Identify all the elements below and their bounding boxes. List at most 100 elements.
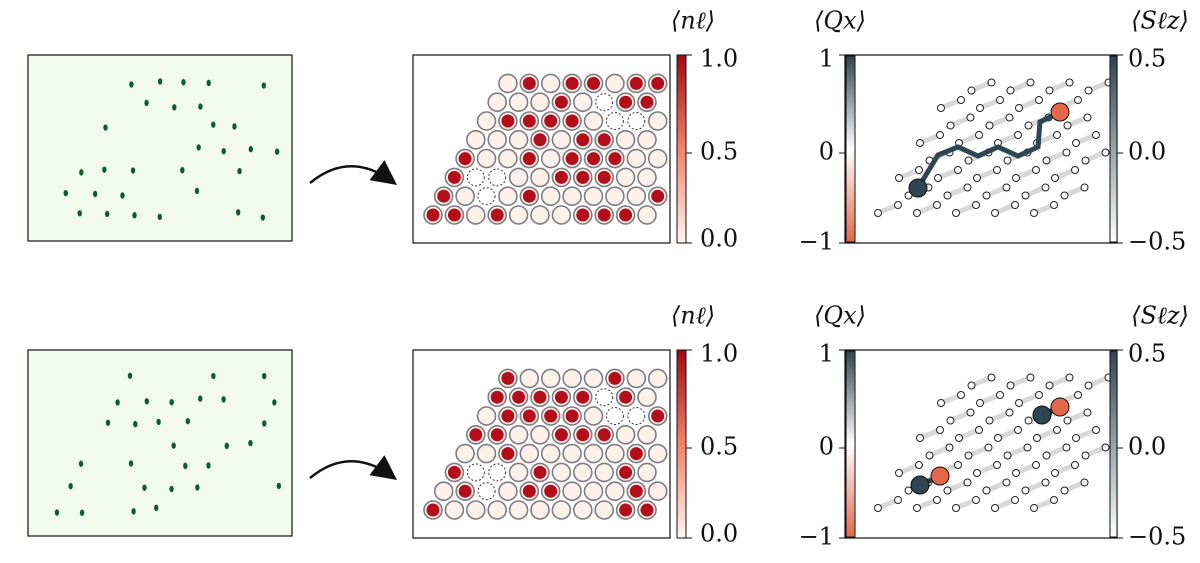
spin [1032,166,1040,174]
spin [1065,373,1074,382]
spin [975,131,983,139]
spin [952,209,960,217]
site-occupied [447,208,461,222]
spin [1081,451,1090,460]
colorbar-label: ⟨Qx⟩ [814,7,866,35]
spin [904,191,913,200]
panel-row: ⟨nℓ⟩ 1.0 0.5 0.0 ⟨Qx⟩ ⟨Sℓz⟩ 1 0.5 0 0.0 −1 −0.5 [27,302,1189,551]
site-occupied [576,390,590,404]
site [626,148,647,169]
site [540,368,561,389]
site [530,205,550,225]
atom-spot [128,460,134,467]
spin [916,139,924,147]
spin [933,201,941,209]
camera-image [27,349,293,537]
site [519,443,540,464]
site-occupied [576,170,590,184]
site-occupied [565,409,579,423]
atom-spot [211,372,216,380]
site-occupied [608,371,622,385]
spin [1063,121,1072,130]
site [540,73,561,94]
site [530,92,550,112]
site [530,167,550,188]
spin [973,469,981,477]
colorbar [676,54,687,244]
site-occupied [597,208,611,222]
spin [1014,131,1022,139]
site [605,443,625,464]
site [647,111,668,131]
atom-spot [105,419,111,426]
atom-spot [130,167,136,174]
spin [1053,426,1061,434]
hole [908,178,928,198]
site [455,443,475,464]
atom-spot [211,121,216,128]
site-occupied [619,503,633,517]
spin [991,504,999,512]
atom-spot [104,210,110,218]
site-occupied [544,409,558,423]
spin [1041,183,1050,192]
site [433,481,454,502]
site-occupied [533,390,547,404]
spin [1071,166,1079,174]
spin [925,451,934,460]
spin [964,451,973,460]
colorbar-right [1109,55,1118,243]
spin [1026,78,1035,87]
tick-label: 0.0 [1128,138,1166,166]
tick-label: 0.0 [700,225,738,253]
atom-spot [261,372,267,380]
spin [1012,174,1020,182]
site-occupied [629,484,643,498]
spin [1071,461,1079,469]
spin [1051,174,1059,182]
site [605,481,625,502]
spin [954,166,962,174]
spin [994,434,1002,442]
atom-spot [102,166,107,173]
site-occupied [447,465,461,479]
site [605,186,625,206]
empty-site [488,168,507,187]
atom-spot [120,192,125,199]
site-occupied [490,428,504,442]
site [530,500,550,520]
atom-spot [78,460,84,467]
atom-spot [133,420,138,428]
site-occupied [554,390,568,404]
site [583,481,604,502]
site [519,368,540,389]
atom-spot [248,439,253,447]
spin [1041,478,1050,487]
atom-spot [181,79,186,86]
site-occupied [608,152,622,166]
spin [1050,201,1058,209]
atom-spot [172,104,177,111]
colorbar-label: ⟨nℓ⟩ [671,302,715,330]
spin [1042,451,1051,460]
site-occupied [512,390,526,404]
site-occupied [437,189,451,203]
spin [1045,86,1054,95]
spin [1023,443,1032,452]
site [572,462,593,483]
spin [991,209,999,217]
spin [993,166,1001,174]
spin [966,113,975,122]
spin [934,174,942,182]
spin [964,156,973,165]
hole [1032,405,1052,425]
spin [1080,183,1089,192]
site [626,368,647,389]
spin [1083,113,1092,122]
site-occupied [576,428,590,442]
spin [972,496,980,504]
spin [996,96,1004,104]
atom-spot [194,187,200,195]
spin [894,496,902,504]
spin [1084,86,1093,95]
